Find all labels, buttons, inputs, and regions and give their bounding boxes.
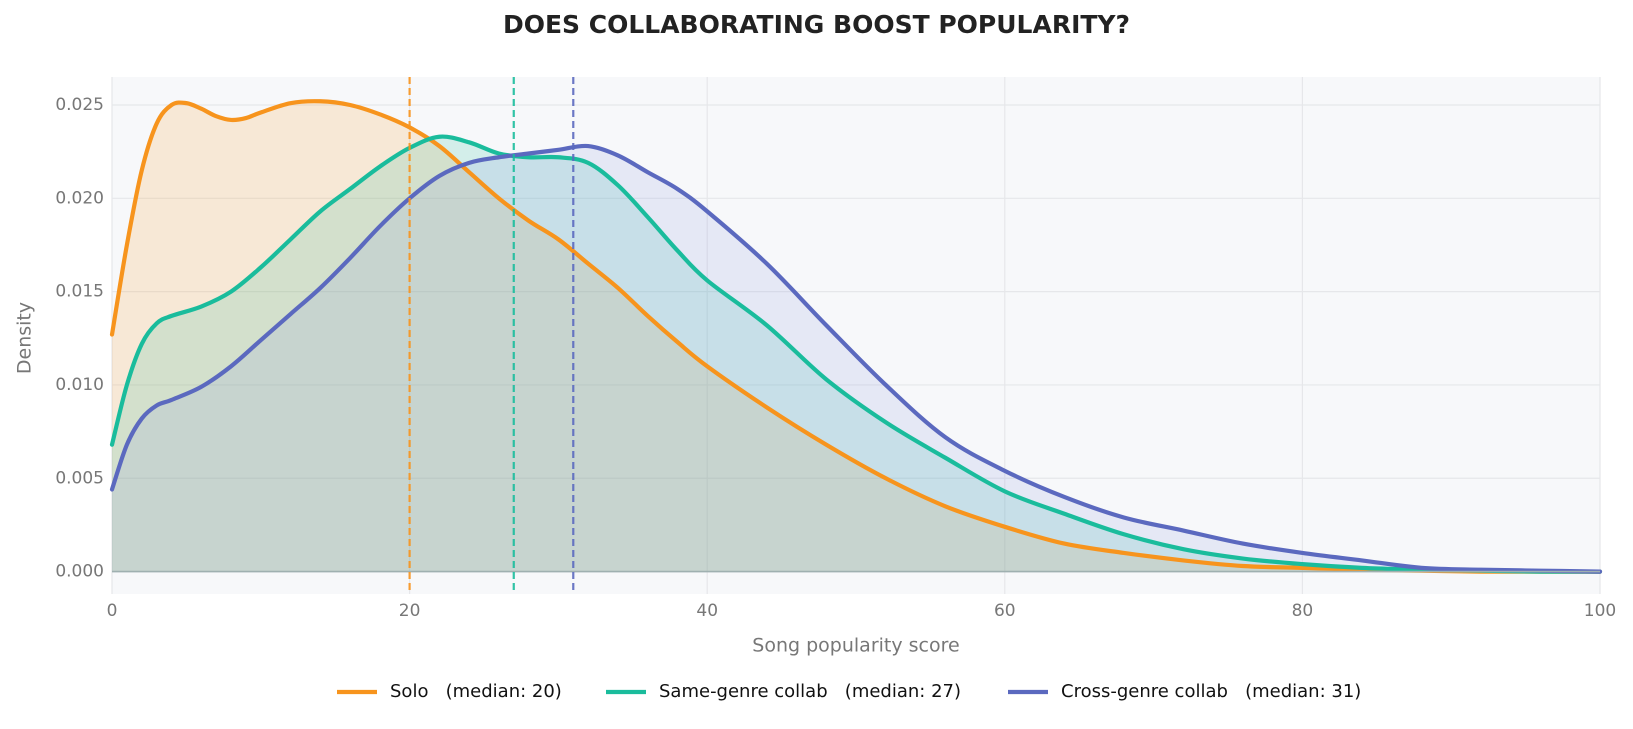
chart-title: DOES COLLABORATING BOOST POPULARITY? <box>503 10 1130 39</box>
area-fill-2 <box>112 136 1600 572</box>
series-line-1 <box>109 99 1603 574</box>
area-fills <box>112 101 1600 572</box>
series-line-3 <box>109 143 1603 574</box>
x-tick-label-0: 0 <box>107 601 118 621</box>
axes: 0 20 40 60 80 100 0.000 0.005 0.010 0.015 0.020 0.0… <box>55 95 1616 621</box>
x-tick-label-1: 20 <box>399 601 421 621</box>
series-lines <box>109 99 1603 574</box>
y-tick-label-5: 0.025 <box>55 95 104 115</box>
x-axis-label: Song popularity score <box>752 635 959 657</box>
x-tick-label-3: 60 <box>994 601 1016 621</box>
y-tick-label-4: 0.020 <box>55 188 104 208</box>
median-lines <box>408 77 575 594</box>
y-axis-label: Density <box>14 302 36 374</box>
legend-label-1: Solo (median: 20) <box>390 681 562 702</box>
y-tick-label-3: 0.015 <box>55 282 104 302</box>
y-tick-label-1: 0.005 <box>55 468 104 488</box>
y-tick-label-2: 0.010 <box>55 375 104 395</box>
area-fill-1 <box>112 101 1600 572</box>
x-tick-label-5: 100 <box>1584 601 1616 621</box>
y-tick-label-0: 0.000 <box>55 562 104 582</box>
x-tick-label-4: 80 <box>1292 601 1314 621</box>
legend-label-2: Same-genre collab (median: 27) <box>659 681 961 702</box>
area-fill-3 <box>112 145 1600 572</box>
plot-background <box>112 77 1600 594</box>
legend-label-3: Cross-genre collab (median: 31) <box>1061 681 1361 702</box>
series-line-2 <box>109 134 1603 574</box>
legend: Solo (median: 20) Same-genre collab (medi… <box>337 681 1361 702</box>
x-tick-label-2: 40 <box>696 601 718 621</box>
